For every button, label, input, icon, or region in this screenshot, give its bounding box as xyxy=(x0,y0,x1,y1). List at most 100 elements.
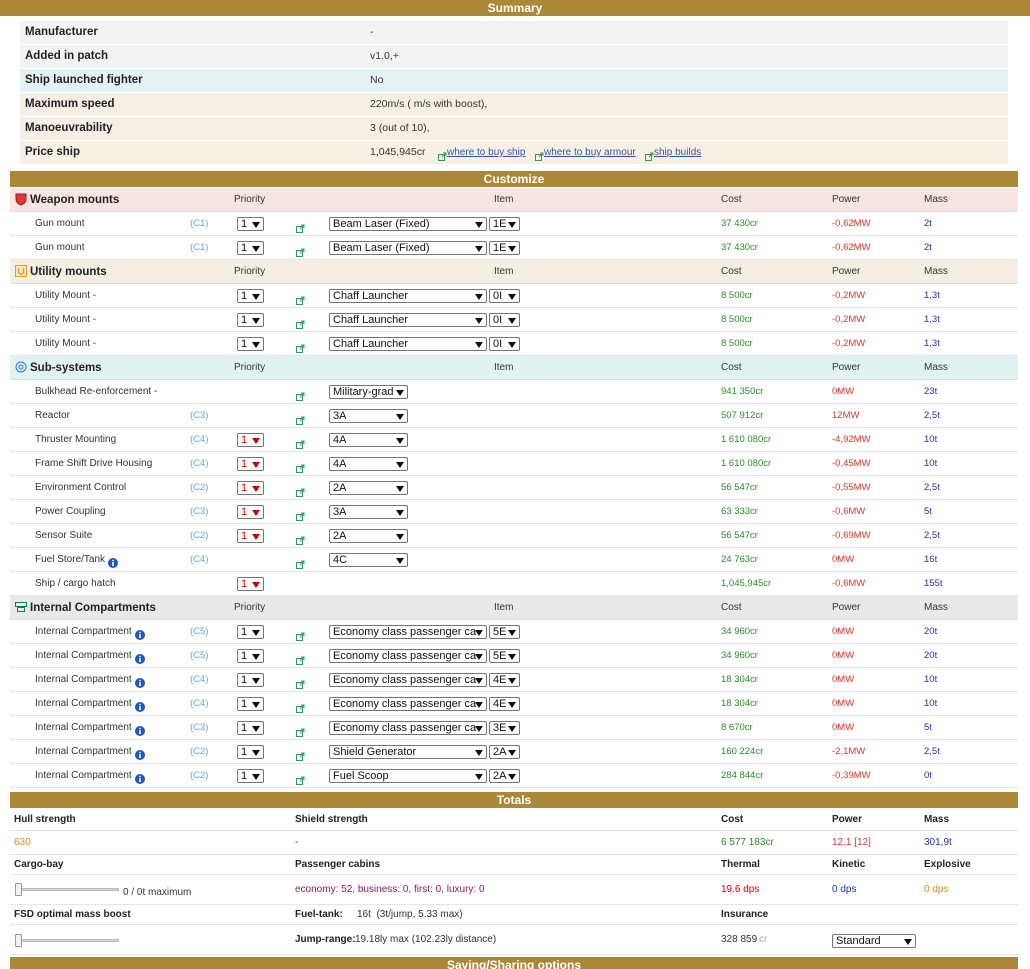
link-icon-shape xyxy=(296,560,305,569)
link-icon xyxy=(296,556,305,569)
totals-value: - xyxy=(295,837,299,848)
module-cost: 160 224cr xyxy=(721,746,764,757)
select-arrow xyxy=(475,750,483,756)
link-icon xyxy=(296,460,305,473)
select-arrow xyxy=(252,486,260,492)
rating-select[interactable]: 4E xyxy=(489,697,520,711)
slider-track[interactable] xyxy=(16,939,119,942)
link-icon xyxy=(296,700,305,713)
module-mass: 2,5t xyxy=(924,530,940,541)
module-class: (C4) xyxy=(190,434,209,445)
priority-select[interactable]: 1 xyxy=(237,505,264,519)
info-icon xyxy=(134,723,145,736)
select-arrow xyxy=(475,246,483,252)
module-mass: 5t xyxy=(924,722,932,733)
insurance-value: 328 859 xyxy=(721,934,758,945)
priority-select[interactable]: 1 xyxy=(237,457,264,471)
priority-select[interactable]: 1 xyxy=(237,313,264,327)
link-icon xyxy=(535,148,544,161)
rating-select[interactable]: 0I xyxy=(489,337,520,351)
rating-select[interactable]: 1E xyxy=(489,217,520,231)
rating-select[interactable]: 3E xyxy=(489,721,520,735)
link-icon-shape xyxy=(296,416,305,425)
item-select[interactable]: Economy class passenger ca xyxy=(329,673,487,687)
insurance-select[interactable]: Standard xyxy=(832,934,916,948)
rating-select[interactable]: 2A xyxy=(489,745,520,759)
column-header: Priority xyxy=(234,362,266,373)
summary-row xyxy=(20,141,1008,164)
priority-select[interactable]: 1 xyxy=(237,697,264,711)
rating-select[interactable]: 1E xyxy=(489,241,520,255)
priority-select[interactable]: 1 xyxy=(237,577,264,591)
priority-select[interactable]: 1 xyxy=(237,745,264,759)
column-header: Power xyxy=(832,362,861,373)
info-icon xyxy=(134,651,145,664)
item-select[interactable]: Chaff Launcher xyxy=(329,313,487,327)
external-link[interactable]: ship builds xyxy=(654,147,702,158)
item-select[interactable]: Chaff Launcher xyxy=(329,337,487,351)
rating-select[interactable]: 5E xyxy=(489,649,520,663)
priority-select[interactable]: 1 xyxy=(237,529,264,543)
item-select[interactable]: Chaff Launcher xyxy=(329,289,487,303)
module-name: Internal Compartment xyxy=(35,650,132,661)
priority-select[interactable]: 1 xyxy=(237,625,264,639)
section-icon-shape xyxy=(15,602,27,612)
item-select[interactable]: Fuel Scoop xyxy=(329,769,487,783)
section-title: Utility mounts xyxy=(30,266,107,278)
fuel-value: 16t (3t/jump, 5.33 max) xyxy=(357,909,463,920)
item-select[interactable]: Beam Laser (Fixed) xyxy=(329,217,487,231)
rating-select[interactable]: 0I xyxy=(489,289,520,303)
item-select[interactable]: Military-grad xyxy=(329,385,408,399)
select-arrow xyxy=(252,534,260,540)
priority-select[interactable]: 1 xyxy=(237,769,264,783)
item-select[interactable]: 3A xyxy=(329,505,408,519)
module-mass: 16t xyxy=(924,554,938,565)
item-select[interactable]: 2A xyxy=(329,529,408,543)
external-link[interactable]: where to buy ship xyxy=(447,147,526,158)
slider-handle[interactable] xyxy=(15,883,22,896)
external-link[interactable]: where to buy armour xyxy=(544,147,636,158)
module-class: (C4) xyxy=(190,698,209,709)
rating-select[interactable]: 0I xyxy=(489,313,520,327)
section-header xyxy=(10,188,1018,212)
item-select[interactable]: 4A xyxy=(329,457,408,471)
item-select[interactable]: Beam Laser (Fixed) xyxy=(329,241,487,255)
item-select[interactable]: Economy class passenger ca xyxy=(329,721,487,735)
priority-select[interactable]: 1 xyxy=(237,241,264,255)
slider-handle[interactable] xyxy=(15,934,22,947)
link-icon xyxy=(645,148,654,161)
link-icon xyxy=(296,676,305,689)
link-icon-shape xyxy=(296,296,305,305)
module-power: -0,62MW xyxy=(832,242,871,253)
item-select[interactable]: 3A xyxy=(329,409,408,423)
totals-bar: Totals xyxy=(10,792,1018,808)
item-select[interactable]: 4C xyxy=(329,553,408,567)
module-cost: 34 960cr xyxy=(721,626,758,637)
column-header: Cost xyxy=(721,362,742,373)
module-name: Environment Control xyxy=(35,482,127,493)
totals-row xyxy=(10,831,1018,855)
item-select[interactable]: Shield Generator xyxy=(329,745,487,759)
priority-select[interactable]: 1 xyxy=(237,481,264,495)
item-select[interactable]: 4A xyxy=(329,433,408,447)
section-header xyxy=(10,260,1018,284)
item-select[interactable]: Economy class passenger ca xyxy=(329,649,487,663)
priority-select[interactable]: 1 xyxy=(237,673,264,687)
priority-select[interactable]: 1 xyxy=(237,337,264,351)
priority-select[interactable]: 1 xyxy=(237,433,264,447)
priority-select[interactable]: 1 xyxy=(237,289,264,303)
summary-label: Ship launched fighter xyxy=(25,74,143,86)
slider-track[interactable] xyxy=(16,888,119,891)
select-arrow xyxy=(252,222,260,228)
priority-select[interactable]: 1 xyxy=(237,721,264,735)
rating-select[interactable]: 2A xyxy=(489,769,520,783)
module-class: (C3) xyxy=(190,410,209,421)
priority-select[interactable]: 1 xyxy=(237,217,264,231)
rating-select[interactable]: 4E xyxy=(489,673,520,687)
priority-select[interactable]: 1 xyxy=(237,649,264,663)
totals-row xyxy=(10,905,1018,925)
rating-select[interactable]: 5E xyxy=(489,625,520,639)
item-select[interactable]: Economy class passenger ca xyxy=(329,625,487,639)
item-select[interactable]: Economy class passenger ca xyxy=(329,697,487,711)
item-select[interactable]: 2A xyxy=(329,481,408,495)
